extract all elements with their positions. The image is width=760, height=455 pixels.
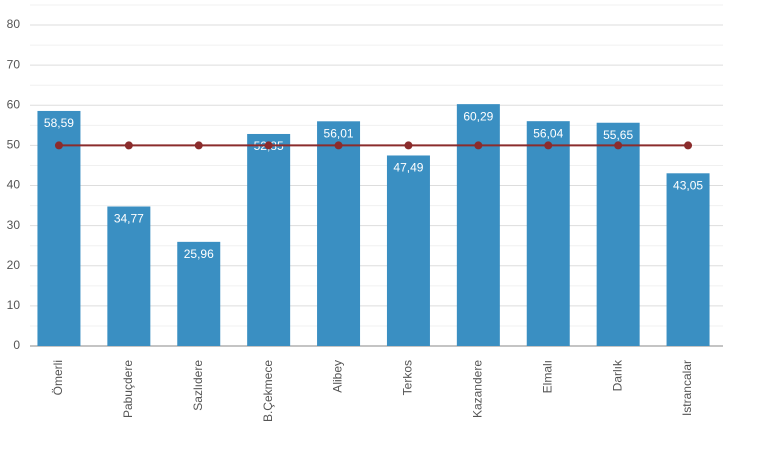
line-point [544, 141, 553, 150]
x-tick-label: Istrancalar [680, 360, 694, 416]
bar [666, 173, 710, 346]
bar [317, 121, 361, 346]
y-tick-label: 20 [7, 258, 21, 272]
x-tick-label: B.Çekmece [261, 360, 275, 422]
x-tick-label: Ömerli [51, 360, 65, 395]
y-tick-label: 70 [7, 57, 21, 71]
value-label: 25,96 [184, 247, 214, 261]
value-label: 43,05 [673, 178, 703, 192]
x-tick-label: Darlık [610, 359, 624, 391]
bar [456, 104, 500, 346]
y-tick-label: 80 [7, 17, 21, 31]
x-tick-label: Alibey [331, 360, 345, 393]
y-tick-label: 40 [7, 178, 21, 192]
bar [107, 206, 151, 346]
line-point [194, 141, 203, 150]
value-label: 34,77 [114, 212, 144, 226]
value-label: 58,59 [44, 116, 74, 130]
value-label: 60,29 [463, 109, 493, 123]
y-tick-label: 10 [7, 298, 21, 312]
value-label: 56,01 [324, 126, 354, 140]
bar [247, 133, 291, 346]
line-point [54, 141, 63, 150]
x-tick-label: Pabuçdere [121, 360, 135, 418]
x-tick-label: Terkos [401, 360, 415, 395]
value-label: 47,49 [393, 161, 423, 175]
value-label: 55,65 [603, 128, 633, 142]
line-point [684, 141, 693, 150]
bar [386, 155, 430, 346]
y-tick-label: 50 [7, 138, 21, 152]
line-point [404, 141, 413, 150]
y-tick-label: 0 [13, 338, 20, 352]
line-point [474, 141, 483, 150]
x-tick-label: Sazlıdere [191, 360, 205, 411]
line-point [614, 141, 623, 150]
x-tick-label: Kazandere [471, 360, 485, 418]
line-point [264, 141, 273, 150]
bar [526, 121, 570, 347]
line-point [334, 141, 343, 150]
y-tick-label: 60 [7, 97, 21, 111]
y-tick-label: 30 [7, 218, 21, 232]
value-label: 56,04 [533, 126, 563, 140]
line-point [124, 141, 133, 150]
bar [177, 241, 221, 346]
bar [596, 122, 640, 346]
bar [37, 110, 81, 346]
x-tick-label: Elmalı [540, 360, 554, 393]
